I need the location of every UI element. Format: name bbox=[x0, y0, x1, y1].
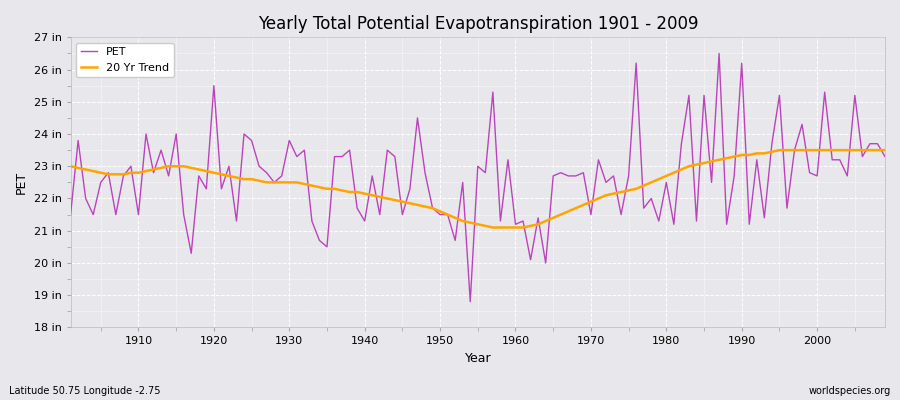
20 Yr Trend bbox=[879, 148, 890, 152]
PET bbox=[292, 154, 302, 159]
20 Yr Trend bbox=[65, 164, 76, 169]
20 Yr Trend bbox=[608, 191, 619, 196]
X-axis label: Year: Year bbox=[464, 352, 491, 365]
PET bbox=[125, 164, 136, 169]
PET bbox=[510, 222, 521, 227]
Line: PET: PET bbox=[70, 54, 885, 302]
Text: worldspecies.org: worldspecies.org bbox=[809, 386, 891, 396]
20 Yr Trend bbox=[510, 225, 521, 230]
PET bbox=[337, 154, 347, 159]
Title: Yearly Total Potential Evapotranspiration 1901 - 2009: Yearly Total Potential Evapotranspiratio… bbox=[257, 15, 698, 33]
Y-axis label: PET: PET bbox=[15, 171, 28, 194]
PET bbox=[879, 154, 890, 159]
20 Yr Trend bbox=[774, 148, 785, 152]
PET bbox=[714, 51, 724, 56]
PET bbox=[65, 212, 76, 217]
20 Yr Trend bbox=[337, 188, 347, 193]
PET bbox=[465, 299, 476, 304]
20 Yr Trend bbox=[518, 225, 528, 230]
Line: 20 Yr Trend: 20 Yr Trend bbox=[70, 150, 885, 228]
20 Yr Trend bbox=[125, 170, 136, 175]
Legend: PET, 20 Yr Trend: PET, 20 Yr Trend bbox=[76, 43, 174, 77]
PET bbox=[608, 174, 619, 178]
20 Yr Trend bbox=[488, 225, 499, 230]
20 Yr Trend bbox=[292, 180, 302, 185]
Text: Latitude 50.75 Longitude -2.75: Latitude 50.75 Longitude -2.75 bbox=[9, 386, 160, 396]
PET bbox=[518, 219, 528, 224]
